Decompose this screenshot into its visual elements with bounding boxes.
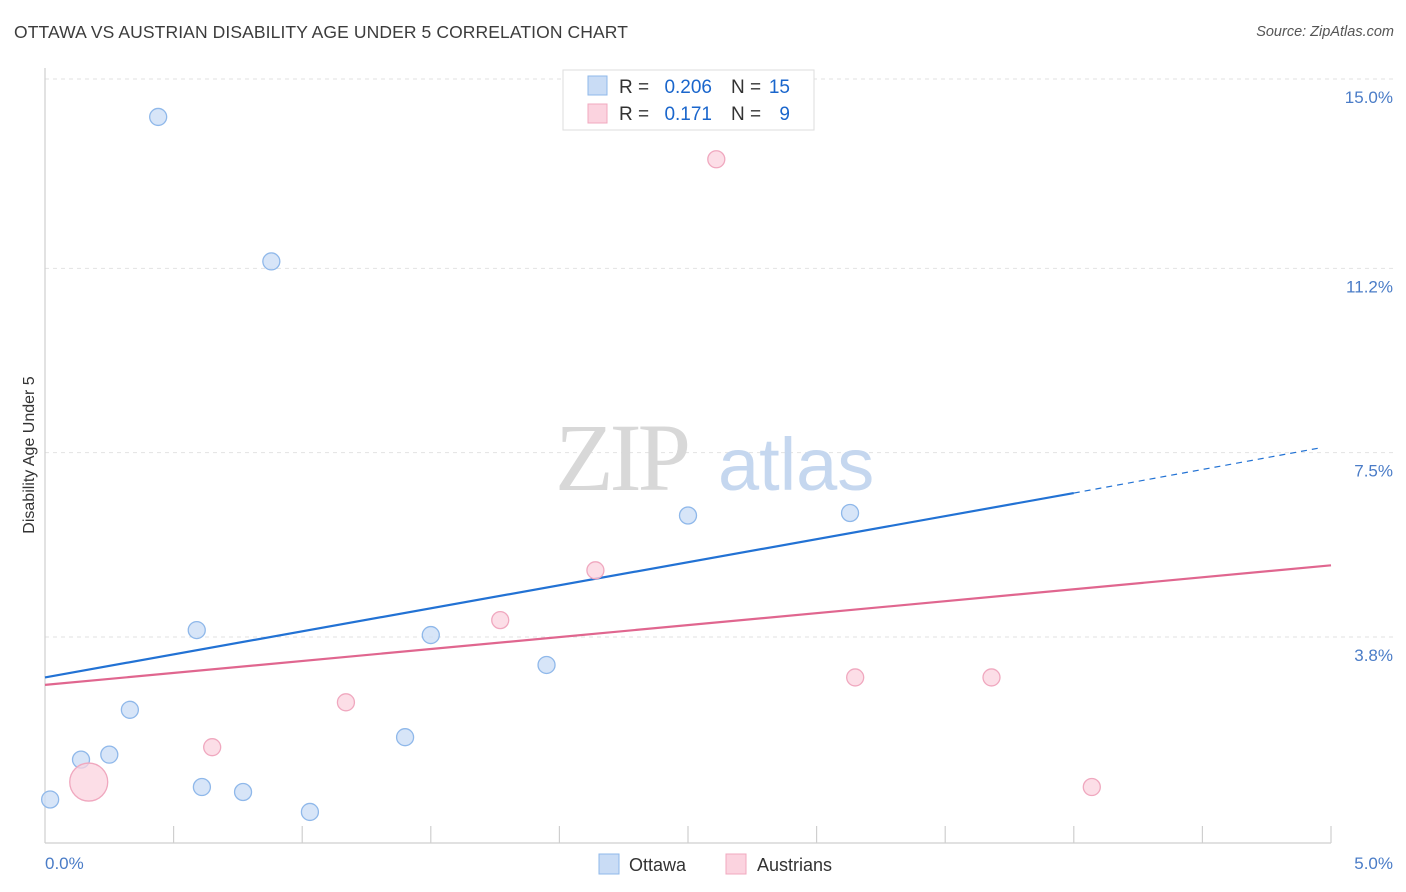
point-ottawa-0 [40,790,60,809]
point-ottawa-14 [840,503,860,523]
x-tick-label-max: 5.0% [1354,854,1393,873]
point-ottawa-6 [192,777,212,797]
legend-swatch-austrians [587,103,608,124]
chart-source: Source: ZipAtlas.com [1256,24,1394,40]
legend-swatch-ottawa [587,75,608,96]
legend-n-value-ottawa: 15 [769,77,790,98]
legend-n-value-austrians: 9 [779,104,790,125]
legend-r-value-austrians: 0.171 [664,104,712,125]
point-ottawa-7 [233,782,253,802]
point-ottawa-10 [395,728,415,747]
bottom-legend-label-ottawa: Ottawa [629,855,687,875]
legend-n-label-austrians: N = [731,104,761,125]
trend-line-austrians [44,564,1332,686]
correlation-legend: R = 0.206 N = 15 R = 0.171 N = 9 [562,69,815,131]
y-tick-label-1: 11.2% [1346,277,1393,296]
watermark: ZIP atlas [555,404,874,511]
point-ottawa-9 [300,802,320,822]
point-austrians-1 [203,738,222,757]
point-austrians-7 [982,668,1001,687]
point-ottawa-3 [120,700,140,719]
bottom-legend-label-austrians: Austrians [757,855,832,875]
point-austrians-3 [491,610,510,630]
point-ottawa-2 [100,745,119,764]
point-austrians-8 [1082,777,1101,797]
y-axis-label: Disability Age Under 5 [21,376,38,534]
legend-r-label-ottawa: R = [619,77,649,98]
y-tick-label-0: 15.0% [1345,88,1393,107]
axes [44,68,1331,844]
point-austrians-5 [707,150,726,169]
watermark-atlas: atlas [718,423,874,506]
watermark-zip: ZIP [555,404,688,511]
x-tick-labels: 0.0% 5.0% [45,854,1393,873]
point-ottawa-12 [537,655,556,675]
trend-line-ottawa [44,491,1074,679]
point-ottawa-13 [678,506,698,525]
legend-r-value-ottawa: 0.206 [664,77,712,98]
point-ottawa-8 [262,252,281,271]
point-austrians-2 [336,693,356,712]
legend-n-label-ottawa: N = [731,77,761,98]
chart-title: OTTAWA VS AUSTRIAN DISABILITY AGE UNDER … [14,22,628,42]
y-tick-label-3: 3.8% [1354,646,1393,665]
point-ottawa-4 [149,107,168,127]
trend-lines [44,447,1332,686]
y-tick-labels: 15.0% 11.2% 7.5% 3.8% [1345,88,1393,665]
point-austrians-0 [69,762,109,802]
point-ottawa-11 [421,625,440,645]
bottom-legend-swatch-austrians [725,853,747,875]
bottom-legend-swatch-ottawa [598,853,620,875]
point-ottawa-5 [187,620,206,640]
point-austrians-4 [586,561,605,580]
legend-r-label-austrians: R = [619,104,649,125]
data-points [40,107,1101,822]
trend-line-extension-ottawa [1073,447,1319,494]
point-austrians-6 [846,668,865,687]
y-tick-label-2: 7.5% [1354,462,1393,481]
x-ticks [173,826,1332,843]
x-tick-label-min: 0.0% [45,854,84,873]
series-legend: Ottawa Austrians [598,853,832,875]
